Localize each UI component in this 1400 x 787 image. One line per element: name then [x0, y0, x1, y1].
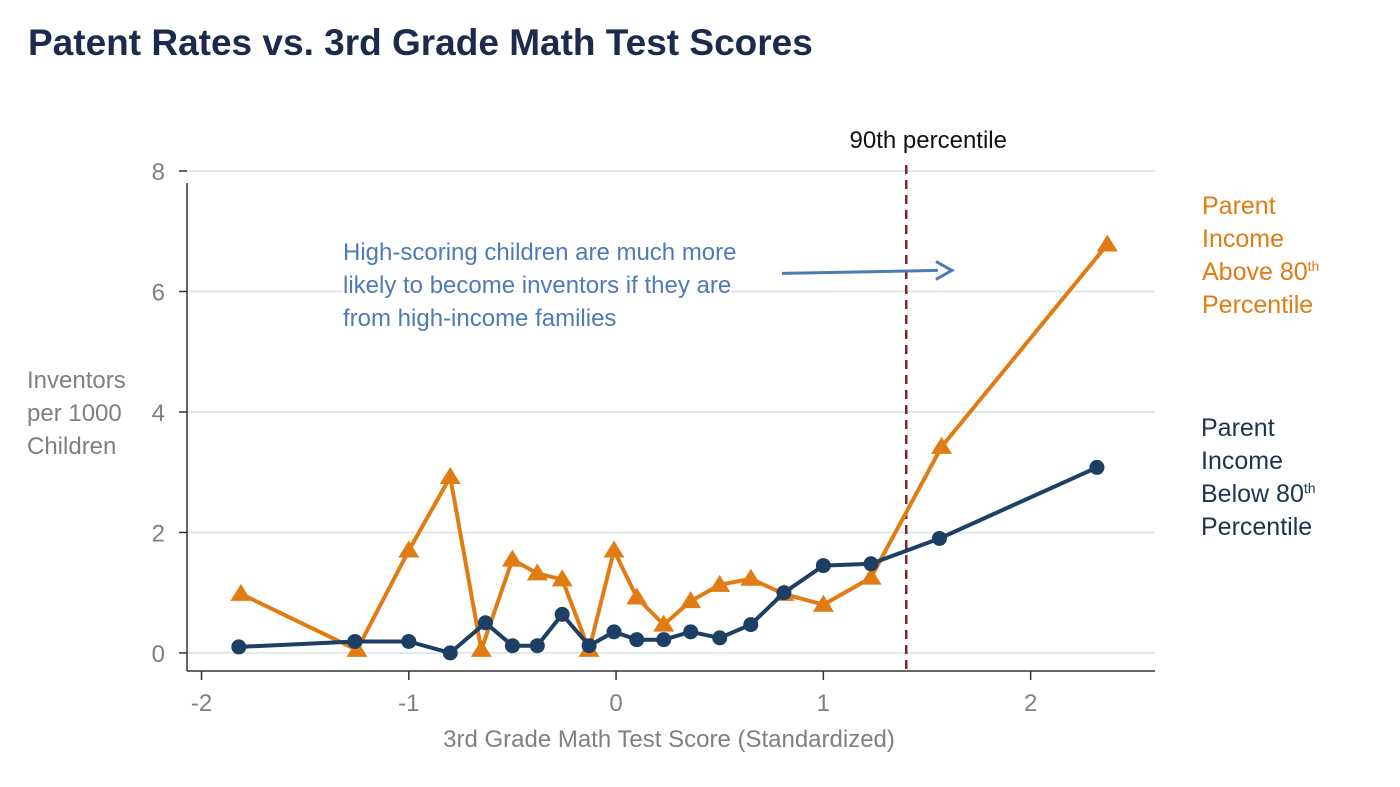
- chart-title: Patent Rates vs. 3rd Grade Math Test Sco…: [28, 22, 813, 63]
- annotation-line: High-scoring children are much more: [343, 239, 737, 266]
- series-label-text: Percentile: [1201, 513, 1313, 541]
- data-point-above: [603, 540, 625, 558]
- series-label-text: Income: [1201, 447, 1283, 475]
- x-tick-label: 2: [1024, 690, 1037, 717]
- series-label-line: Below 80th: [1201, 478, 1316, 511]
- series-line-above: [240, 243, 1109, 652]
- data-point-below: [776, 585, 792, 601]
- data-point-below: [554, 606, 570, 622]
- series-label-text: Parent: [1202, 192, 1276, 220]
- data-point-below: [863, 556, 879, 572]
- series-label-text: Above 80: [1202, 258, 1308, 286]
- y-tick-label: 8: [152, 159, 165, 186]
- series-label-text: Parent: [1201, 414, 1275, 442]
- y-axis-label-line: Inventors: [27, 367, 126, 394]
- series-label-line: Percentile: [1202, 289, 1319, 322]
- series-line-below: [238, 465, 1098, 655]
- data-point-below: [529, 638, 545, 654]
- series-label-superscript: th: [1303, 480, 1316, 496]
- data-point-above: [398, 540, 420, 558]
- data-point-below: [442, 645, 458, 661]
- data-point-above: [653, 614, 675, 632]
- data-point-above: [740, 568, 762, 586]
- axes: 0 2 4 6 8 -2 -1 0 1 2 3rd Grade Math Test Score (S…: [152, 159, 1155, 753]
- data-point-above: [439, 467, 461, 484]
- data-point-above: [812, 594, 834, 612]
- series-label-line: Income: [1201, 445, 1316, 478]
- series-label-line: Above 80th: [1202, 256, 1319, 289]
- series-label-text: Below 80: [1201, 480, 1304, 508]
- y-axis-label-line: Children: [27, 433, 117, 460]
- data-point-below: [629, 632, 645, 648]
- data-point-above: [680, 591, 702, 609]
- annotation-arrow-group: [781, 260, 955, 281]
- reference-line-group: 90th percentile: [850, 127, 1007, 671]
- series-label-superscript: th: [1307, 258, 1320, 274]
- series-label-text: Income: [1202, 225, 1284, 253]
- data-point-below: [712, 630, 728, 646]
- y-tick-label: 4: [152, 400, 165, 427]
- y-tick-label: 6: [152, 280, 165, 307]
- data-point-above: [931, 436, 952, 454]
- data-point-above: [526, 563, 548, 581]
- y-tick-label: 2: [152, 520, 165, 547]
- series-label-line: Parent: [1201, 412, 1316, 445]
- data-point-above: [709, 574, 731, 592]
- data-point-above: [626, 587, 648, 605]
- x-tick-label: -1: [398, 690, 419, 717]
- y-tick-label: 0: [152, 641, 165, 668]
- data-point-below: [401, 633, 417, 649]
- x-axis-label: 3rd Grade Math Test Score (Standardized): [443, 726, 895, 753]
- annotation-arrow-shaft: [781, 268, 938, 275]
- data-point-below: [1089, 459, 1105, 475]
- y-axis-label: Inventors per 1000 Children: [27, 364, 126, 463]
- series-group: [230, 234, 1118, 661]
- series-label-line: Income: [1202, 223, 1319, 256]
- data-point-below: [815, 558, 831, 574]
- series-label-above: Parent Income Above 80th Percentile: [1202, 190, 1319, 322]
- data-point-above: [501, 549, 523, 567]
- data-point-below: [931, 530, 947, 546]
- annotation-arrow-head: [935, 260, 955, 281]
- data-point-below: [743, 617, 759, 633]
- data-point-below: [231, 639, 247, 655]
- series-label-text: Percentile: [1202, 291, 1314, 319]
- data-point-above: [551, 569, 573, 587]
- series-label-line: Percentile: [1201, 511, 1316, 544]
- data-point-below: [477, 615, 493, 631]
- x-tick-label: -2: [191, 690, 212, 717]
- data-point-below: [606, 624, 622, 640]
- data-point-above: [860, 567, 882, 585]
- data-point-above: [1096, 234, 1118, 252]
- x-tick-label: 0: [609, 690, 622, 717]
- data-point-below: [504, 638, 520, 654]
- data-point-below: [581, 638, 597, 654]
- annotation-text: High-scoring children are much more likel…: [343, 236, 737, 335]
- data-point-below: [656, 632, 672, 648]
- annotation-line: from high-income families: [343, 305, 617, 332]
- series-label-below: Parent Income Below 80th Percentile: [1201, 412, 1316, 544]
- annotation-line: likely to become inventors if they are: [343, 272, 732, 299]
- data-point-above: [470, 639, 492, 657]
- y-axis-label-line: per 1000: [27, 400, 122, 427]
- series-label-line: Parent: [1202, 190, 1319, 223]
- data-point-below: [683, 624, 699, 640]
- data-point-above: [230, 583, 252, 601]
- data-point-below: [347, 633, 363, 649]
- x-tick-label: 1: [817, 690, 830, 717]
- reference-line-label: 90th percentile: [850, 127, 1007, 154]
